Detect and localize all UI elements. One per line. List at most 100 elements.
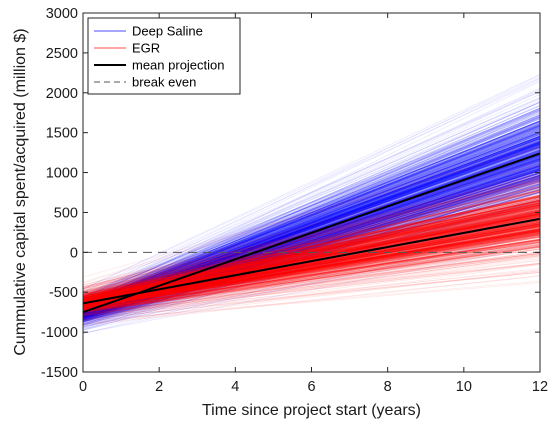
ensemble-line — [83, 121, 540, 307]
ensemble-line — [83, 191, 540, 320]
ensemble-line — [83, 199, 540, 299]
ensemble-line — [83, 196, 540, 295]
ensemble-line — [83, 126, 540, 305]
ensemble-line — [83, 155, 540, 319]
ensemble-line — [83, 223, 540, 306]
y-axis-label: Cummulative capital spent/acquired (mill… — [12, 28, 29, 355]
ensemble-line — [83, 161, 540, 318]
ensemble-line — [83, 235, 540, 303]
ensemble-line — [83, 148, 540, 308]
ensemble-line — [83, 230, 540, 308]
ensemble-line — [83, 214, 540, 303]
ensemble-line — [83, 120, 540, 305]
ensemble-line — [83, 175, 540, 319]
ensemble-line — [83, 212, 540, 303]
ensemble-line — [83, 191, 540, 291]
ensemble-line — [83, 139, 540, 310]
ensemble-line — [83, 135, 540, 309]
y-tick-label: 3000 — [46, 6, 78, 22]
ensemble-line — [83, 141, 540, 309]
ensemble-line — [83, 172, 540, 318]
ensemble-line — [83, 186, 540, 323]
ensemble-line — [83, 232, 540, 309]
ensemble-line — [83, 141, 540, 311]
ensemble-line — [83, 238, 540, 311]
ensemble-line — [83, 158, 540, 315]
ensemble-line — [83, 188, 540, 312]
ensemble-line — [83, 200, 540, 299]
ensemble-line — [83, 123, 540, 307]
ensemble-line — [83, 224, 540, 313]
ensemble-line — [83, 115, 540, 304]
ensemble-line — [83, 191, 540, 296]
ensemble-line — [83, 126, 540, 300]
ensemble-line — [83, 133, 540, 312]
ensemble-line — [83, 131, 540, 308]
ensemble-line — [83, 227, 540, 307]
ensemble-line — [83, 245, 540, 312]
ensemble-line — [83, 122, 540, 309]
ensemble-line — [83, 230, 540, 309]
ensemble-line — [83, 215, 540, 295]
x-tick-label: 0 — [79, 379, 87, 395]
ensemble-line — [83, 236, 540, 312]
ensemble-line — [83, 213, 540, 303]
ensemble-line — [83, 199, 540, 300]
ensemble-line — [83, 110, 540, 301]
ensemble-line — [83, 184, 540, 325]
ensemble-line — [83, 116, 540, 303]
ensemble-line — [83, 225, 540, 307]
ensemble-line — [83, 169, 540, 288]
ensemble-line — [83, 105, 540, 298]
ensemble-line — [83, 101, 540, 303]
ensemble-line — [83, 221, 540, 306]
ensemble-line — [83, 200, 540, 298]
ensemble-line — [83, 141, 540, 310]
ensemble-line — [83, 140, 540, 310]
ensemble-line — [83, 90, 540, 298]
ensemble-line — [83, 221, 540, 306]
ensemble-line — [83, 81, 540, 304]
ensemble-line — [83, 228, 540, 309]
ensemble-line — [83, 140, 540, 310]
ensemble-line — [83, 229, 540, 308]
legend-label-break-even: break even — [132, 75, 196, 90]
ensemble-line — [83, 126, 540, 307]
ensemble-line — [83, 230, 540, 308]
ensemble-line — [83, 173, 540, 320]
ensemble-line — [83, 147, 540, 312]
ensemble-line — [83, 120, 540, 302]
ensemble-line — [83, 233, 540, 314]
ensemble-line — [83, 236, 540, 315]
ensemble-line — [83, 242, 540, 306]
ensemble-line — [83, 248, 540, 310]
ensemble-line — [83, 202, 540, 325]
ensemble-line — [83, 185, 540, 325]
ensemble-line — [83, 114, 540, 298]
legend-label-mean-projection: mean projection — [132, 58, 225, 73]
ensemble-line — [83, 178, 540, 319]
ensemble-line — [83, 110, 540, 304]
ensemble-line — [83, 205, 540, 322]
ensemble-line — [83, 162, 540, 308]
ensemble-line — [83, 233, 540, 311]
ensemble-line — [83, 137, 540, 305]
ensemble-line — [83, 167, 540, 317]
ensemble-line — [83, 186, 540, 290]
ensemble-line — [83, 252, 540, 315]
ensemble-line — [83, 169, 540, 317]
ensemble-line — [83, 124, 540, 300]
ensemble-line — [83, 138, 540, 309]
ensemble-line — [83, 251, 540, 309]
ensemble-line — [83, 170, 540, 312]
ensemble-line — [83, 202, 540, 300]
ensemble-line — [83, 225, 540, 307]
ensemble-line — [83, 125, 540, 306]
ensemble-line — [83, 226, 540, 305]
ensemble-line — [83, 173, 540, 321]
ensemble-line — [83, 211, 540, 328]
ensemble-line — [83, 123, 540, 298]
ensemble-line — [83, 125, 540, 307]
ensemble-line — [83, 230, 540, 306]
ensemble-line — [83, 78, 540, 298]
